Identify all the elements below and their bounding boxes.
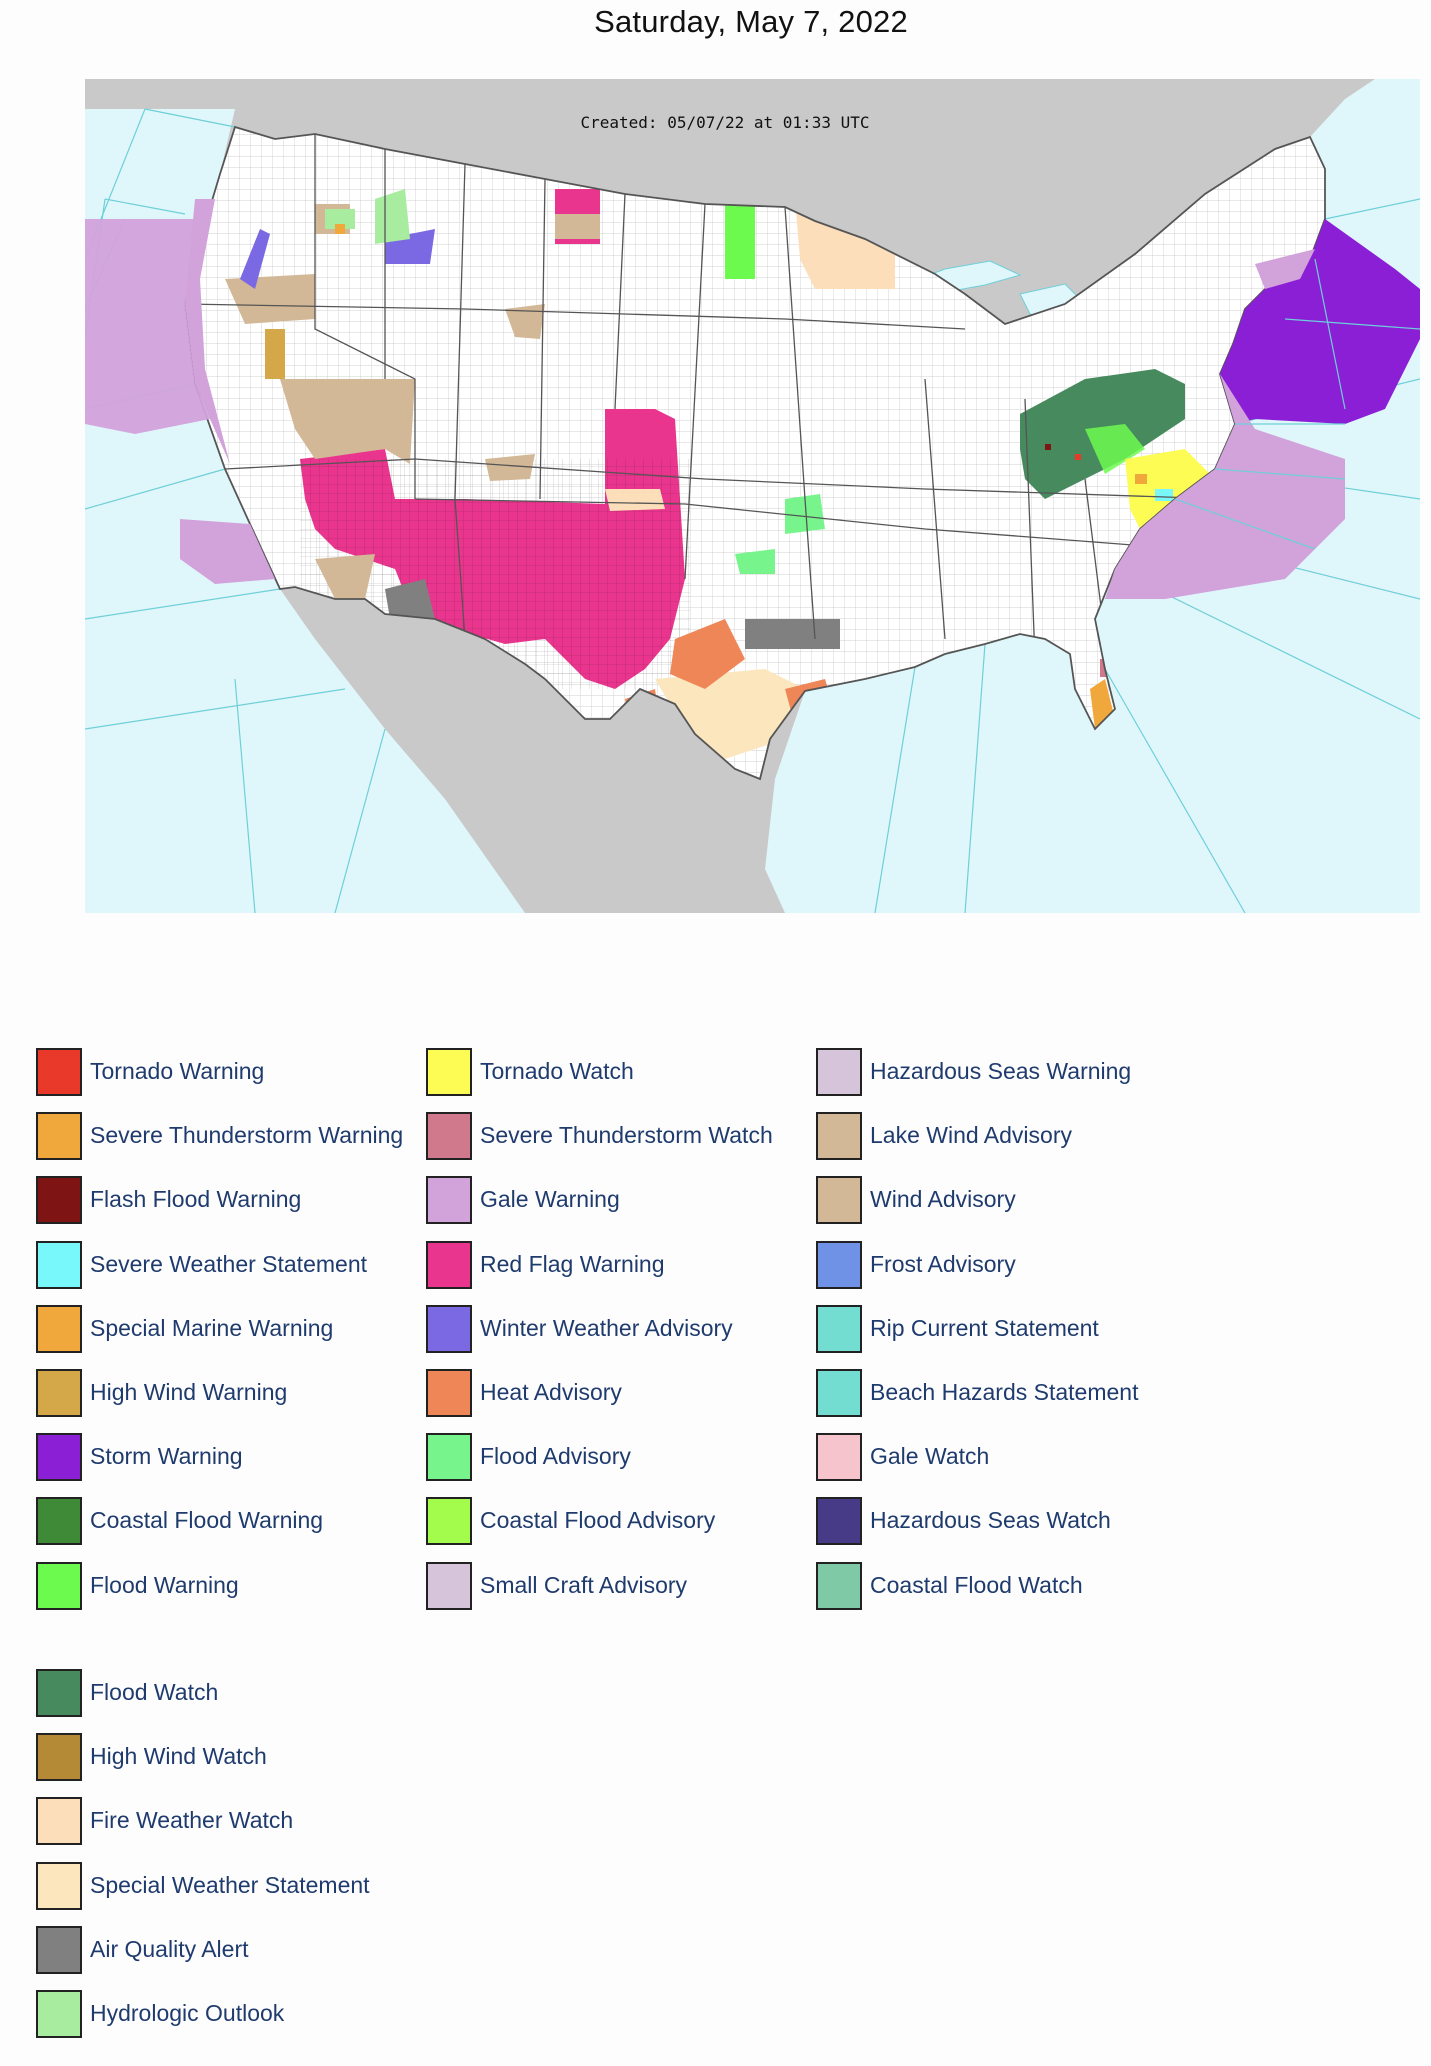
legend-swatch bbox=[426, 1561, 472, 1610]
legend-label: Gale Warning bbox=[480, 1186, 620, 1213]
legend-swatch bbox=[816, 1048, 862, 1096]
legend-swatch bbox=[36, 1176, 82, 1225]
legend-label: Beach Hazards Statement bbox=[870, 1379, 1139, 1405]
legend-swatch bbox=[36, 1669, 82, 1717]
legend-swatch bbox=[426, 1048, 472, 1096]
legend-swatch bbox=[426, 1497, 472, 1546]
legend-label: Severe Thunderstorm Warning bbox=[90, 1122, 404, 1149]
legend-swatch bbox=[36, 1433, 82, 1482]
legend-swatch bbox=[36, 1797, 82, 1846]
legend-label: Small Craft Advisory bbox=[480, 1571, 688, 1598]
legend-label: Hydrologic Outlook bbox=[90, 2000, 285, 2026]
legend-label: Hazardous Seas Warning bbox=[870, 1058, 1132, 1084]
legend-label: Flood Warning bbox=[90, 1571, 239, 1598]
legend-swatch bbox=[36, 1369, 82, 1417]
created-timestamp: Created: 05/07/22 at 01:33 UTC bbox=[581, 113, 870, 132]
page-title: Saturday, May 7, 2022 bbox=[594, 4, 908, 39]
legend-label: Coastal Flood Warning bbox=[90, 1507, 324, 1534]
legend-swatch bbox=[816, 1369, 862, 1417]
legend-label: Special Marine Warning bbox=[90, 1314, 334, 1341]
legend-swatch bbox=[816, 1497, 862, 1546]
legend-swatch bbox=[816, 1561, 862, 1610]
legend-label: Special Weather Statement bbox=[90, 1871, 370, 1898]
legend-label: Wind Advisory bbox=[870, 1186, 1016, 1213]
legend-swatch bbox=[816, 1112, 862, 1161]
legend-swatch bbox=[36, 1497, 82, 1546]
legend-label: Air Quality Alert bbox=[90, 1935, 249, 1962]
legend-label: Frost Advisory bbox=[870, 1250, 1016, 1277]
legend-swatch bbox=[426, 1112, 472, 1161]
legend-label: Flood Advisory bbox=[480, 1443, 631, 1470]
legend-label: Gale Watch bbox=[870, 1443, 990, 1470]
legend-swatch bbox=[36, 1112, 82, 1161]
legend-label: Heat Advisory bbox=[480, 1379, 622, 1405]
legend-swatch bbox=[36, 1304, 82, 1353]
legend-swatch bbox=[816, 1240, 862, 1289]
legend-swatch bbox=[426, 1433, 472, 1482]
legend-swatch bbox=[36, 1561, 82, 1610]
legend-label: Flood Watch bbox=[90, 1679, 219, 1705]
legend-label: Storm Warning bbox=[90, 1443, 243, 1470]
legend-label: Fire Weather Watch bbox=[90, 1807, 294, 1834]
weather-alert-map: Created: 05/07/22 at 01:33 UTC bbox=[85, 79, 1420, 913]
legend-swatch bbox=[816, 1176, 862, 1225]
legend-swatch bbox=[426, 1304, 472, 1353]
legend-swatch bbox=[426, 1369, 472, 1417]
legend-label: High Wind Watch bbox=[90, 1743, 267, 1770]
legend-label: Severe Weather Statement bbox=[90, 1250, 367, 1277]
legend-label: Coastal Flood Advisory bbox=[480, 1507, 716, 1534]
legend-swatch bbox=[426, 1240, 472, 1289]
legend-label: Flash Flood Warning bbox=[90, 1186, 302, 1213]
legend-label: Winter Weather Advisory bbox=[480, 1314, 733, 1341]
legend-label: Tornado Warning bbox=[90, 1058, 265, 1084]
legend-swatch bbox=[816, 1304, 862, 1353]
legend-swatch bbox=[36, 1861, 82, 1910]
legend-label: High Wind Warning bbox=[90, 1379, 288, 1405]
legend-swatch bbox=[36, 1240, 82, 1289]
legend-label: Coastal Flood Watch bbox=[870, 1571, 1083, 1598]
legend-label: Tornado Watch bbox=[480, 1058, 634, 1084]
legend-swatch bbox=[36, 1048, 82, 1096]
legend-label: Hazardous Seas Watch bbox=[870, 1507, 1111, 1534]
legend-label: Lake Wind Advisory bbox=[870, 1122, 1072, 1149]
legend-swatch bbox=[36, 1990, 82, 2038]
legend-swatch bbox=[816, 1433, 862, 1482]
legend-swatch bbox=[36, 1733, 82, 1782]
legend-swatch bbox=[36, 1925, 82, 1974]
legend-label: Severe Thunderstorm Watch bbox=[480, 1122, 773, 1149]
legend-label: Red Flag Warning bbox=[480, 1250, 665, 1277]
legend-swatch bbox=[426, 1176, 472, 1225]
legend-label: Rip Current Statement bbox=[870, 1314, 1099, 1341]
